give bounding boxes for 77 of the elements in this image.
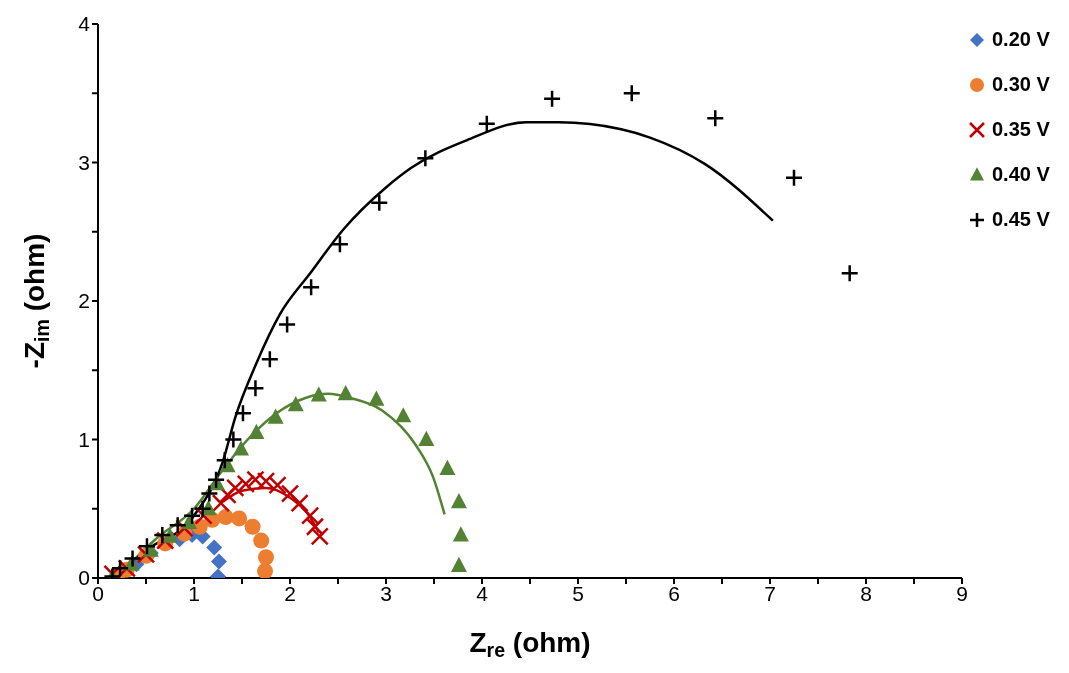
legend-label: 0.45 V [992, 208, 1050, 231]
point [277, 315, 297, 334]
point [257, 563, 274, 578]
point [246, 470, 265, 489]
point [840, 264, 859, 283]
x-tick-label: 5 [572, 581, 584, 605]
legend-label: 0.35 V [992, 118, 1050, 141]
point [287, 396, 304, 412]
x-tick-label: 3 [380, 581, 392, 605]
point [162, 527, 178, 543]
point [395, 407, 412, 423]
point [268, 475, 287, 495]
point [310, 527, 330, 546]
x-axis-title: Z$_{re}$ (ohm) [469, 627, 591, 661]
point [337, 384, 354, 401]
point [622, 84, 642, 103]
point [218, 485, 237, 505]
point [236, 474, 256, 494]
point [452, 526, 469, 542]
point [300, 506, 320, 525]
point [370, 193, 389, 212]
point [211, 493, 231, 513]
point [450, 493, 467, 509]
point [305, 517, 325, 537]
point [706, 108, 725, 128]
point [368, 390, 385, 406]
point [784, 168, 804, 187]
point [248, 423, 265, 439]
point [233, 440, 250, 456]
point [206, 539, 223, 556]
point [226, 478, 245, 498]
point [542, 89, 562, 109]
point [260, 349, 280, 369]
point [182, 506, 202, 525]
legend-label: 0.20 V [992, 28, 1050, 51]
legend-label: 0.40 V [992, 163, 1050, 186]
point [210, 553, 227, 570]
point [477, 114, 497, 133]
x-tick-label: 7 [764, 581, 776, 605]
point [244, 518, 261, 535]
point [280, 484, 300, 503]
point [137, 536, 157, 556]
x-tick-label: 9 [956, 581, 968, 605]
point [301, 277, 321, 297]
point [256, 471, 276, 491]
point [231, 510, 248, 527]
x-tick-label: 8 [860, 581, 872, 605]
point [267, 408, 284, 424]
point [224, 430, 243, 449]
y-tick-label: 3 [78, 150, 90, 174]
point [246, 379, 265, 398]
point [215, 451, 234, 470]
point [439, 459, 456, 475]
point [418, 430, 435, 446]
y-tick-label: 2 [78, 289, 90, 313]
x-tick-label: 4 [476, 581, 489, 605]
point [168, 516, 187, 535]
point [253, 532, 270, 549]
point [123, 549, 142, 568]
x-tick-label: 6 [668, 581, 680, 605]
point [206, 470, 226, 489]
point [233, 403, 253, 423]
point [153, 525, 172, 545]
point [258, 549, 274, 566]
x-tick-label: 1 [188, 581, 200, 605]
legend-label: 0.30 V [992, 73, 1050, 96]
x-tick-label: 2 [284, 581, 296, 605]
point [310, 386, 327, 402]
point [450, 556, 467, 572]
y-tick-label: 1 [78, 427, 90, 451]
point [200, 484, 219, 503]
point [290, 493, 309, 513]
y-tick-label: 0 [78, 566, 90, 590]
point [416, 149, 435, 168]
point [330, 234, 350, 254]
y-tick-label: 4 [78, 12, 91, 36]
point [193, 499, 212, 518]
